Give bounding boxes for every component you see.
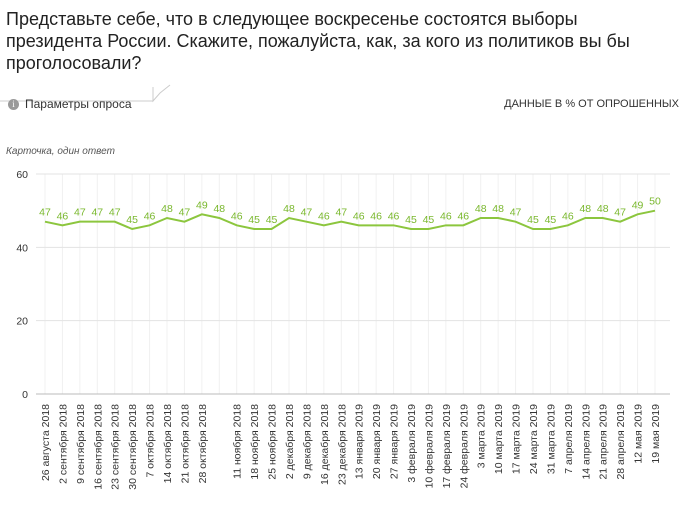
- x-tick-label: 17 февраля 2019: [441, 404, 453, 489]
- data-label: 48: [492, 203, 504, 215]
- data-label: 46: [457, 210, 469, 222]
- data-label: 49: [632, 199, 644, 211]
- x-tick-label: 28 апреля 2019: [615, 404, 627, 480]
- x-tick-label: 30 сентября 2018: [127, 404, 139, 490]
- x-tick-label: 21 октября 2018: [179, 404, 191, 484]
- data-label: 47: [91, 207, 103, 219]
- x-tick-label: 25 ноября 2018: [267, 404, 279, 480]
- y-tick-label: 20: [16, 316, 28, 328]
- data-label: 47: [39, 207, 51, 219]
- data-label: 46: [370, 210, 382, 222]
- data-label: 48: [161, 203, 173, 215]
- data-label: 47: [109, 207, 121, 219]
- data-label: 46: [144, 210, 156, 222]
- x-tick-label: 23 сентября 2018: [110, 404, 122, 490]
- data-label: 49: [196, 199, 208, 211]
- x-tick-label: 7 апреля 2019: [563, 404, 575, 474]
- x-tick-label: 10 февраля 2019: [423, 404, 435, 489]
- data-label: 46: [353, 210, 365, 222]
- x-tick-label: 24 февраля 2019: [458, 404, 470, 489]
- separator: [0, 84, 171, 103]
- data-label: 48: [213, 203, 225, 215]
- data-label: 47: [179, 207, 191, 219]
- data-label: 48: [597, 203, 609, 215]
- data-label: 45: [248, 214, 260, 226]
- title: Представьте себе, что в следующее воскре…: [6, 9, 630, 73]
- data-label: 47: [301, 207, 313, 219]
- x-tick-label: 17 марта 2019: [511, 404, 523, 474]
- data-label: 45: [266, 214, 278, 226]
- x-tick-label: 7 октября 2018: [145, 404, 157, 478]
- x-tick-label: 26 августа 2018: [40, 404, 52, 481]
- x-tick-label: 14 апреля 2019: [580, 404, 592, 480]
- y-tick-label: 60: [16, 169, 28, 181]
- data-label: 48: [579, 203, 591, 215]
- x-tick-label: 12 мая 2019: [633, 404, 645, 464]
- options-toggle[interactable]: i Параметры опроса: [8, 97, 132, 111]
- data-label: 47: [614, 207, 626, 219]
- x-tick-label: 3 февраля 2019: [406, 404, 418, 483]
- chart-note: Карточка, один ответ: [6, 146, 115, 157]
- x-tick-label: 9 декабря 2018: [301, 404, 313, 479]
- data-label: 48: [475, 203, 487, 215]
- units-note: ДАННЫЕ В % ОТ ОПРОШЕННЫХ: [504, 98, 679, 110]
- x-tick-label: 24 марта 2019: [528, 404, 540, 474]
- data-label: 48: [283, 203, 295, 215]
- separator-line: [0, 84, 171, 103]
- x-tick-label: 28 октября 2018: [197, 404, 209, 484]
- x-tick-label: 2 сентября 2018: [57, 404, 69, 484]
- data-label: 45: [405, 214, 417, 226]
- data-label: 46: [231, 210, 243, 222]
- x-tick-label: 27 января 2019: [389, 404, 401, 479]
- x-tick-label: 14 октября 2018: [162, 404, 174, 484]
- x-tick-label: 16 декабря 2018: [319, 404, 331, 485]
- data-label: 46: [440, 210, 452, 222]
- x-tick-label: 10 марта 2019: [493, 404, 505, 474]
- options-label[interactable]: Параметры опроса: [25, 97, 132, 111]
- x-tick-label: 31 марта 2019: [545, 404, 557, 474]
- x-tick-label: 16 сентября 2018: [92, 404, 104, 490]
- x-tick-label: 18 ноября 2018: [249, 404, 261, 480]
- data-label: 45: [545, 214, 557, 226]
- data-label: 47: [510, 207, 522, 219]
- data-label: 46: [318, 210, 330, 222]
- y-tick-label: 0: [22, 389, 28, 401]
- data-label: 46: [388, 210, 400, 222]
- data-line: [44, 209, 656, 231]
- x-tick-label: 13 января 2019: [354, 404, 366, 479]
- x-tick-label: 23 декабря 2018: [336, 404, 348, 485]
- data-label: 47: [335, 207, 347, 219]
- x-tick-label: 11 ноября 2018: [232, 404, 244, 479]
- data-label: 45: [126, 214, 138, 226]
- x-tick-label: 21 апреля 2019: [598, 404, 610, 480]
- data-label: 45: [527, 214, 539, 226]
- data-label: 47: [74, 207, 86, 219]
- data-label: 50: [649, 196, 661, 208]
- x-tick-label: 2 декабря 2018: [284, 404, 296, 479]
- data-label: 46: [57, 210, 69, 222]
- data-label: 45: [423, 214, 435, 226]
- data-label: 46: [562, 210, 574, 222]
- x-tick-label: 9 сентября 2018: [75, 404, 87, 484]
- info-icon: i: [8, 98, 19, 110]
- x-tick-label: 19 мая 2019: [650, 404, 662, 464]
- x-tick-label: 3 марта 2019: [476, 404, 488, 468]
- y-tick-label: 40: [16, 242, 28, 254]
- x-tick-label: 20 января 2019: [371, 404, 383, 479]
